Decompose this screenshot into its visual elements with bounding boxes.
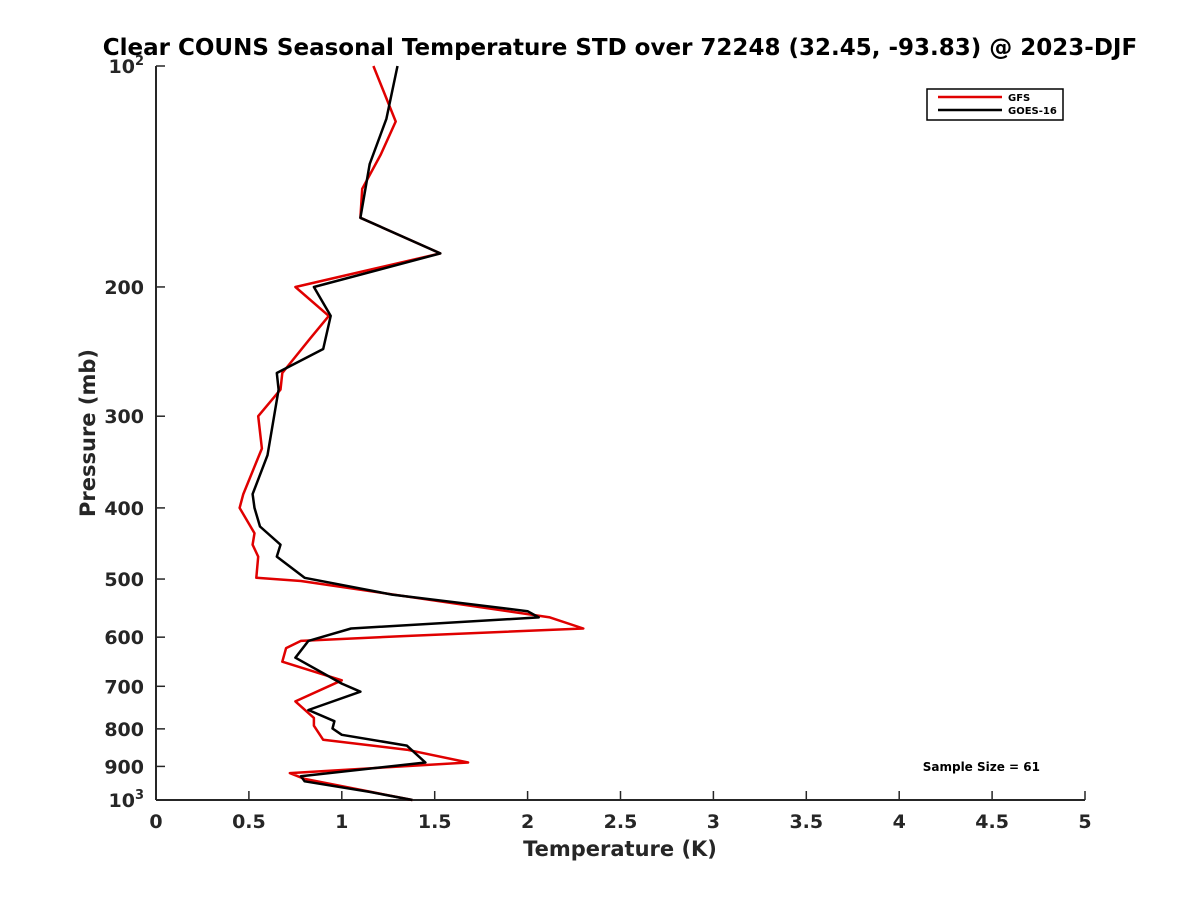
legend-box <box>926 88 1064 121</box>
y-tick-label: 103 <box>109 788 145 812</box>
y-tick-label: 200 <box>104 277 144 299</box>
x-tick-label: 2.5 <box>604 811 638 833</box>
y-axis-ticks: 102 200 300 400 500 600 700 800 900 103 <box>104 54 165 812</box>
series-line-goes16 <box>251 65 540 802</box>
x-tick-label: 4 <box>893 811 906 833</box>
x-tick-label: 3.5 <box>789 811 823 833</box>
x-tick-label: 2 <box>521 811 534 833</box>
x-tick-label: 5 <box>1078 811 1091 833</box>
x-tick-label: 0.5 <box>232 811 266 833</box>
y-tick-label: 800 <box>104 719 144 741</box>
legend-label-goes16: GOES-16 <box>1008 106 1057 117</box>
y-tick-label: 102 <box>109 54 145 78</box>
y-axis-label: Pressure (mb) <box>76 349 100 517</box>
y-tick-label: 400 <box>104 498 144 520</box>
legend-label-gfs: GFS <box>1008 93 1030 104</box>
x-tick-label: 3 <box>707 811 720 833</box>
y-tick-label: 300 <box>104 406 144 428</box>
x-axis-ticks: 0 0.5 1 1.5 2 2.5 3 3.5 4 4.5 5 <box>149 791 1092 833</box>
legend: GFS GOES-16 <box>926 88 1064 121</box>
chart-title: Clear COUNS Seasonal Temperature STD ove… <box>103 35 1137 61</box>
x-tick-label: 4.5 <box>975 811 1009 833</box>
y-tick-label: 900 <box>104 756 144 778</box>
y-tick-label: 700 <box>104 676 144 698</box>
x-tick-label: 1.5 <box>418 811 452 833</box>
y-tick-label: 600 <box>104 627 144 649</box>
sample-size-annotation: Sample Size = 61 <box>923 760 1040 774</box>
series-line-gfs <box>238 65 585 802</box>
y-tick-label: 500 <box>104 569 144 591</box>
x-axis-label: Temperature (K) <box>523 837 717 861</box>
x-tick-label: 1 <box>335 811 348 833</box>
series-layer <box>238 65 585 802</box>
x-tick-label: 0 <box>149 811 162 833</box>
